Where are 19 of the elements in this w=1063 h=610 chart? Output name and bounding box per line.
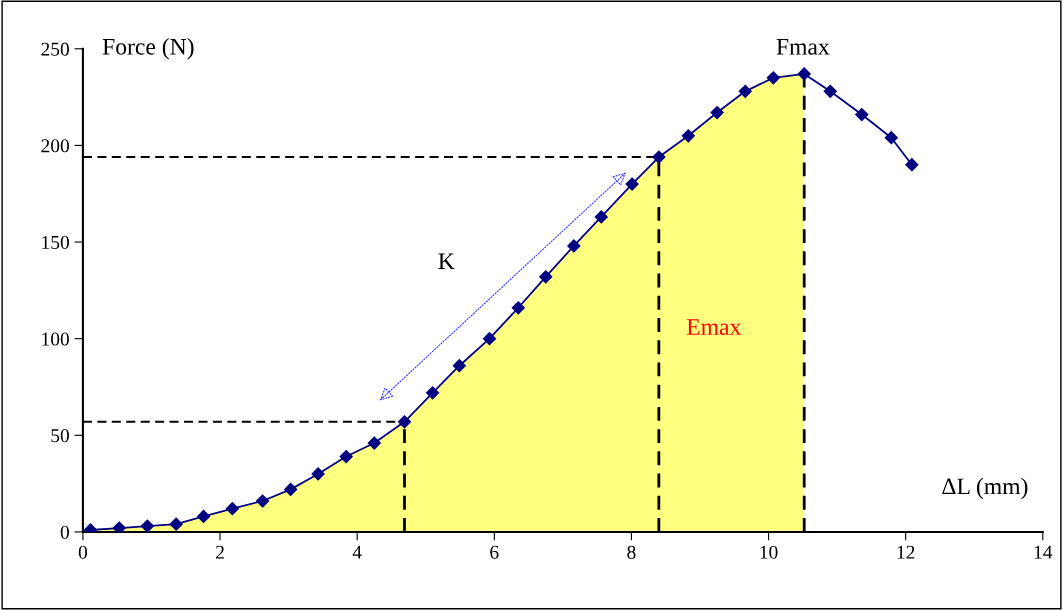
- x-tick-label: 4: [352, 545, 362, 559]
- x-axis-title: ΔL (mm): [942, 477, 1028, 500]
- x-tick-label: 12: [897, 545, 915, 559]
- y-tick-label: 200: [41, 139, 69, 153]
- annotation: K: [438, 253, 455, 269]
- x-tick-label: 6: [490, 545, 499, 559]
- y-tick-label: 0: [60, 525, 69, 539]
- x-tick-label: 8: [627, 545, 636, 559]
- y-tick-label: 100: [42, 332, 69, 346]
- y-axis-title: Force (N): [102, 38, 194, 60]
- x-tick-label: 14: [1034, 545, 1053, 559]
- annotation: Emax: [686, 319, 742, 335]
- y-tick-label: 150: [42, 235, 69, 249]
- x-tick-label: 0: [78, 545, 88, 559]
- y-tick-label: 250: [41, 42, 69, 56]
- annotation: Fmax: [776, 39, 830, 55]
- y-tick-label: 50: [51, 429, 69, 443]
- x-tick-label: 10: [760, 545, 778, 559]
- x-tick-label: 2: [216, 545, 224, 559]
